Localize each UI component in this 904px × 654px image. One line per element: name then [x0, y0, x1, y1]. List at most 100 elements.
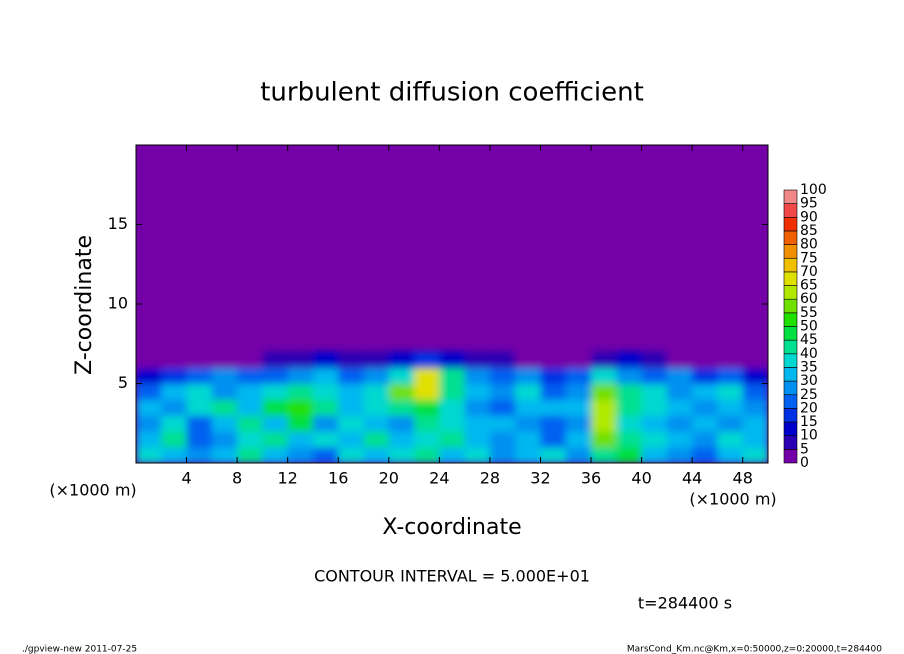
- field-cell: [312, 415, 339, 432]
- field-cell: [692, 431, 718, 448]
- colorbar-label: 15: [800, 414, 818, 430]
- field-cell: [211, 399, 238, 416]
- colorbar-box: [783, 421, 798, 436]
- field-cell: [262, 399, 289, 416]
- field-cell: [287, 367, 314, 384]
- field-cell: [338, 415, 365, 432]
- colorbar-box: [783, 244, 798, 259]
- field-cell: [136, 383, 162, 400]
- colorbar-box: [783, 189, 798, 204]
- field-cell: [439, 367, 466, 384]
- field-cell: [717, 447, 744, 463]
- field-cell: [161, 399, 188, 416]
- field-cell: [312, 367, 339, 384]
- colorbar-label: 35: [800, 359, 818, 375]
- field-cell: [161, 367, 188, 384]
- x-tick-label: 28: [480, 469, 500, 488]
- field-cell: [464, 447, 491, 463]
- field-cell: [388, 415, 415, 432]
- field-cell: [464, 399, 491, 416]
- field-cell: [641, 415, 668, 432]
- field-cell: [565, 447, 592, 463]
- field-cell: [363, 383, 390, 400]
- field-cell: [666, 351, 693, 369]
- contour-interval: CONTOUR INTERVAL = 5.000E+01: [314, 567, 590, 586]
- colorbar-box: [783, 394, 798, 409]
- field-cell: [616, 367, 643, 384]
- field-cell: [136, 415, 162, 432]
- colorbar-label: 75: [800, 250, 818, 266]
- field-cell: [489, 415, 516, 432]
- field-cell: [489, 383, 516, 400]
- colorbar-label: 5: [800, 441, 809, 457]
- field-cell: [363, 399, 390, 416]
- x-tick-label: 44: [682, 469, 702, 488]
- field-cell: [692, 351, 718, 369]
- field-cell: [136, 351, 162, 369]
- colorbar-label: 10: [800, 428, 818, 444]
- field-cell: [186, 367, 213, 384]
- field-cell: [515, 367, 541, 384]
- field-cell: [591, 415, 617, 432]
- colorbar-label: 95: [800, 196, 818, 212]
- field-cell: [565, 367, 592, 384]
- field-cell: [591, 431, 617, 448]
- field-cell: [464, 351, 491, 369]
- field-cell: [464, 431, 491, 448]
- field-cell: [237, 415, 263, 432]
- field-cell: [211, 415, 238, 432]
- field-cell: [666, 399, 693, 416]
- field-cell: [742, 367, 768, 384]
- field-cell: [237, 399, 263, 416]
- field-cell: [616, 431, 643, 448]
- field-cell: [312, 383, 339, 400]
- colorbar-label: 50: [800, 319, 818, 335]
- field-cell: [388, 447, 415, 463]
- field-cell: [565, 351, 592, 369]
- colorbar-label: 85: [800, 223, 818, 239]
- colorbar-box: [783, 339, 798, 355]
- field-cell: [136, 399, 162, 416]
- field-cell: [742, 447, 768, 463]
- field-cell: [211, 431, 238, 448]
- y-tick-label: 15: [108, 214, 128, 233]
- x-tick-label: 36: [581, 469, 601, 488]
- field-cell: [363, 447, 390, 463]
- field-cell: [717, 399, 744, 416]
- field-cell: [211, 367, 238, 384]
- field-cell: [565, 383, 592, 400]
- field-cell: [237, 383, 263, 400]
- x-tick-label: 8: [232, 469, 242, 488]
- field-cell: [439, 447, 466, 463]
- field-cell: [186, 383, 213, 400]
- field-cell: [262, 415, 289, 432]
- x-tick-label: 16: [328, 469, 348, 488]
- field-cell: [717, 351, 744, 369]
- field-cell: [338, 399, 365, 416]
- colorbar-label: 30: [800, 373, 818, 389]
- x-tick-label: 48: [733, 469, 753, 488]
- field-cell: [742, 431, 768, 448]
- colorbar-label: 65: [800, 278, 818, 294]
- field-cell: [616, 415, 643, 432]
- field-cell: [363, 415, 390, 432]
- field-cell: [186, 431, 213, 448]
- field-cell: [439, 431, 466, 448]
- field-cell: [312, 399, 339, 416]
- field-cell: [717, 415, 744, 432]
- colorbar-label: 45: [800, 332, 818, 348]
- field-cell: [388, 399, 415, 416]
- field-cell: [692, 367, 718, 384]
- x-tick-label: 4: [181, 469, 191, 488]
- colorbar-label: 55: [800, 305, 818, 321]
- field-cell: [565, 399, 592, 416]
- y-tick-label: 5: [118, 373, 128, 392]
- field-cell: [161, 415, 188, 432]
- colorbar-box: [783, 298, 798, 314]
- x-tick-label: 24: [429, 469, 449, 488]
- field-cells: [136, 351, 768, 463]
- field-cell: [464, 415, 491, 432]
- field-cell: [515, 383, 541, 400]
- field-cell: [540, 447, 567, 463]
